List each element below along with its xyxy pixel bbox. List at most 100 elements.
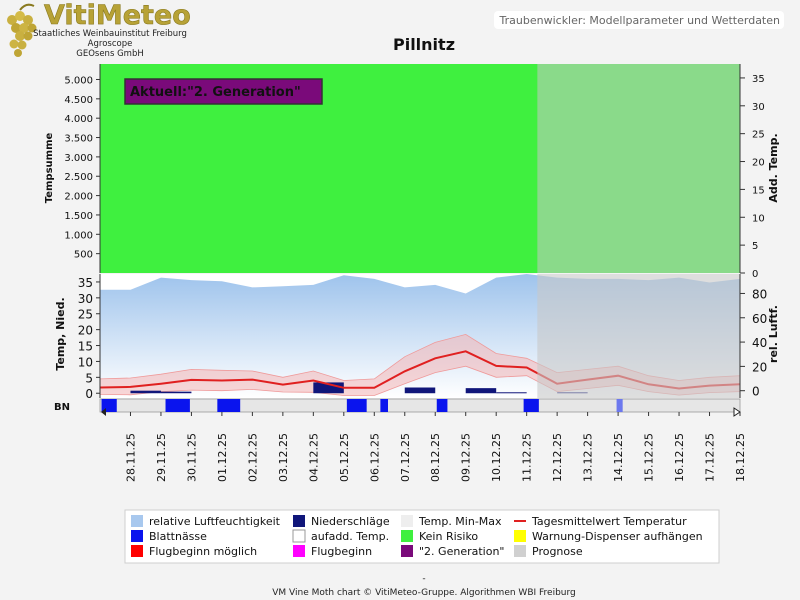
prognose-overlay-top — [537, 64, 740, 273]
bn-strip: BN — [54, 398, 741, 417]
legend-label: Warnung-Dispenser aufhängen — [532, 530, 703, 543]
legend-label: Prognose — [532, 545, 583, 558]
legend-swatch — [514, 530, 526, 542]
bn-segments — [101, 399, 623, 412]
x-tick-label: 14.12.25 — [612, 433, 625, 482]
bottom-left-tick-label: 15 — [78, 340, 93, 354]
leaf-wetness-segment — [346, 399, 367, 412]
leaf-wetness-segment — [217, 399, 241, 412]
chart-title: Pillnitz — [393, 35, 455, 54]
bottom-y-left-label: Temp, Nied. — [54, 297, 67, 370]
legend: relative Luftfeuchtigkeit Niederschläge Te… — [124, 509, 720, 564]
bottom-right-tick-label: 40 — [752, 336, 767, 350]
leaf-wetness-segment — [523, 399, 539, 412]
legend-label: Flugbeginn — [311, 545, 372, 558]
bottom-left-tick-label: 5 — [85, 371, 93, 385]
x-tick-label: 09.12.25 — [460, 433, 473, 482]
top-left-tick-label: 5.000 — [64, 75, 93, 86]
top-right-tick-label: 25 — [752, 130, 765, 141]
legend-item: Temp. Min-Max — [401, 515, 502, 528]
x-tick-label: 11.12.25 — [521, 433, 534, 482]
x-tick-label: 06.12.25 — [368, 433, 381, 482]
top-left-ticks: 500 1.000 1.500 2.000 2.500 3.000 3.500 4.000 4.… — [64, 75, 100, 261]
top-y-left-label: Tempsumme — [44, 133, 55, 204]
x-tick-label: 13.12.25 — [582, 433, 595, 482]
x-tick-label: 02.12.25 — [246, 433, 259, 482]
precip-bar — [130, 390, 161, 394]
precip-bar — [160, 391, 192, 394]
x-tick-label: 05.12.25 — [338, 433, 351, 482]
annotation-box — [124, 78, 323, 105]
legend-label: Niederschläge — [311, 515, 390, 528]
x-tick-label: 18.12.25 — [734, 433, 747, 482]
legend-swatch — [293, 515, 305, 527]
legend-swatch — [131, 515, 143, 527]
legend-item: Flugbeginn möglich — [131, 545, 257, 558]
leaf-wetness-segment — [436, 399, 448, 412]
bottom-left-tick-label: 20 — [78, 324, 93, 338]
x-tick-label: 10.12.25 — [490, 433, 503, 482]
legend-item: Blattnässe — [131, 530, 207, 543]
legend-label: Kein Risiko — [419, 530, 478, 543]
subtitle: Traubenwickler: Modellparameter und Wett… — [499, 14, 780, 27]
leaf-wetness-segment — [165, 399, 190, 412]
org-line-3: GEOsens GmbH — [76, 49, 143, 59]
precip-bar — [465, 388, 497, 394]
top-right-tick-label: 20 — [752, 158, 765, 169]
logo[interactable]: VitiMeteo Staatliches Weinbauinstitut Fr… — [7, 0, 191, 59]
bottom-left-tick-label: 0 — [85, 387, 93, 401]
subtitle-box — [494, 11, 784, 29]
bottom-left-tick-label: 25 — [78, 308, 93, 322]
top-left-tick-label: 500 — [74, 250, 93, 261]
footer-dash: - — [422, 574, 425, 584]
top-right-tick-label: 5 — [752, 241, 758, 252]
legend-label: Tagesmittelwert Temperatur — [531, 515, 687, 528]
bottom-y-right-label: rel. Luftf. — [767, 305, 780, 363]
bottom-right-tick-label: 80 — [752, 287, 767, 301]
x-tick-label: 04.12.25 — [307, 433, 320, 482]
precip-bar — [404, 387, 436, 394]
footer-credit: VM Vine Moth chart © VitiMeteo-Gruppe. A… — [272, 588, 576, 598]
bottom-right-tick-label: 20 — [752, 360, 767, 374]
top-left-tick-label: 1.500 — [64, 211, 93, 222]
x-tick-label: 15.12.25 — [643, 433, 656, 482]
top-right-tick-label: 10 — [752, 213, 765, 224]
legend-item: Kein Risiko — [401, 530, 478, 543]
top-panel: 500 1.000 1.500 2.000 2.500 3.000 3.500 4.000 4.… — [44, 64, 780, 280]
bn-track — [99, 398, 741, 413]
scroll-left-icon[interactable] — [101, 408, 106, 416]
bottom-left-tick-label: 30 — [78, 292, 93, 306]
scroll-right-icon[interactable] — [733, 407, 741, 417]
bottom-right-tick-label: 0 — [752, 385, 760, 399]
top-left-tick-label: 3.000 — [64, 153, 93, 164]
legend-item: Warnung-Dispenser aufhängen — [514, 530, 703, 543]
top-right-tick-label: 35 — [752, 74, 765, 85]
x-axis-ticks: 28.11.25 29.11.25 30.11.25 01.12.25 02.12.25… — [124, 412, 747, 482]
grape-icon — [7, 3, 37, 57]
x-tick-label: 03.12.25 — [277, 433, 290, 482]
legend-item: Prognose — [514, 545, 583, 558]
top-y-right-label: Add. Temp. — [767, 133, 780, 202]
precip-bar — [496, 392, 527, 394]
legend-item: relative Luftfeuchtigkeit — [131, 515, 281, 528]
bottom-right-tick-label: 60 — [752, 312, 767, 326]
legend-swatch — [401, 545, 413, 557]
top-left-tick-label: 4.000 — [64, 114, 93, 125]
generation-annotation: Aktuell:"2. Generation" — [124, 78, 323, 105]
top-right-tick-label: 0 — [752, 269, 758, 280]
legend-box — [124, 509, 720, 564]
legend-label: relative Luftfeuchtigkeit — [149, 515, 281, 528]
legend-item: "2. Generation" — [401, 545, 504, 558]
bottom-left-tick-label: 10 — [78, 355, 93, 369]
legend-item: Tagesmittelwert Temperatur — [514, 515, 687, 528]
legend-label: "2. Generation" — [419, 545, 504, 558]
legend-swatch — [401, 530, 413, 542]
top-left-tick-label: 3.500 — [64, 134, 93, 145]
top-left-tick-label: 2.500 — [64, 172, 93, 183]
x-tick-label: 29.11.25 — [155, 433, 168, 482]
x-tick-label: 01.12.25 — [216, 433, 229, 482]
legend-swatch — [131, 545, 143, 557]
x-tick-label: 16.12.25 — [673, 433, 686, 482]
bottom-right-ticks: 0 20 40 60 80 — [740, 287, 767, 399]
